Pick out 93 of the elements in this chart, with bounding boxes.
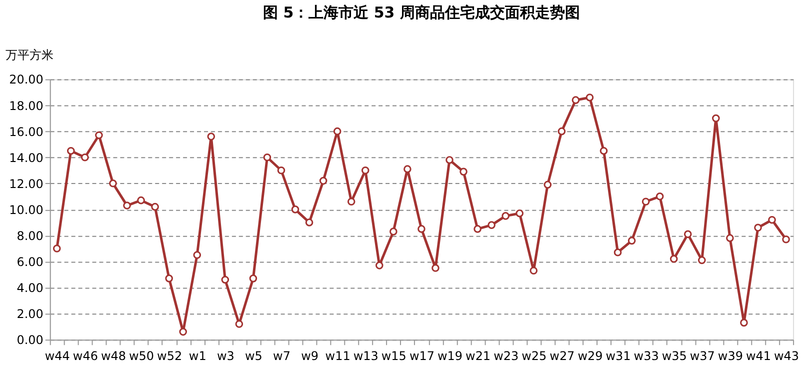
point (530, 266, 538, 275)
point (81, 153, 89, 162)
point (600, 146, 608, 155)
point (67, 146, 75, 155)
y-tick-label: 20.00 (9, 72, 44, 87)
point (193, 251, 202, 259)
chart-title: 图 5：上海市近 53 周商品住宅成交面积走势图 (263, 3, 580, 22)
point (474, 225, 482, 233)
point (52, 244, 61, 252)
x-tick-label: w31 (606, 349, 631, 364)
point (179, 328, 187, 336)
point (361, 166, 370, 174)
point (502, 212, 510, 220)
point (558, 127, 566, 136)
point (432, 264, 440, 272)
point (418, 225, 426, 233)
point (488, 221, 496, 229)
point (782, 235, 790, 244)
y-tick-label: 18.00 (9, 98, 44, 113)
x-tick-label: w52 (157, 349, 182, 364)
point (642, 198, 650, 206)
point (446, 156, 454, 164)
y-tick-label: 0.00 (16, 333, 44, 348)
point (390, 228, 398, 236)
x-tick-label: w35 (662, 349, 687, 364)
x-tick-label: w48 (100, 349, 126, 364)
x-tick-label: w23 (494, 349, 519, 364)
point (151, 202, 159, 211)
point (249, 274, 258, 282)
x-tick-label: w41 (746, 349, 771, 364)
point (460, 168, 468, 176)
x-tick-label: w19 (437, 349, 463, 364)
point (404, 165, 412, 173)
point (333, 127, 342, 136)
x-tick-label: w27 (550, 349, 575, 364)
point (684, 230, 692, 238)
point (235, 320, 244, 328)
point (768, 216, 776, 224)
point (656, 192, 664, 200)
y-tick-label: 14.00 (9, 150, 44, 165)
point (165, 274, 173, 282)
point (109, 180, 117, 188)
x-tick-label: w21 (466, 349, 491, 364)
x-tick-label: w13 (353, 349, 378, 364)
x-tick-label: w46 (72, 349, 98, 364)
x-tick-label: w39 (718, 349, 743, 364)
point (572, 96, 580, 104)
point (670, 255, 678, 263)
x-tick-label: w33 (634, 349, 659, 364)
point (516, 209, 524, 218)
point (375, 262, 384, 270)
x-tick-label: w9 (301, 349, 318, 364)
x-tick-label: w17 (409, 349, 434, 364)
y-tick-label: 10.00 (9, 202, 44, 217)
point (291, 206, 300, 214)
x-tick-label: w3 (216, 349, 234, 364)
point (263, 153, 272, 162)
x-tick-label: w5 (244, 349, 262, 364)
y-tick-label: 12.00 (9, 176, 44, 191)
point (347, 198, 356, 206)
y-tick-label: 6.00 (16, 254, 44, 269)
point (544, 180, 552, 189)
point (207, 132, 216, 140)
x-tick-label: w15 (381, 349, 406, 364)
point (628, 236, 636, 245)
x-tick-label: w25 (522, 349, 547, 364)
point (277, 166, 286, 174)
point (319, 176, 328, 185)
x-tick-label: w29 (578, 349, 603, 364)
y-tick-label: 8.00 (16, 228, 44, 243)
x-tick-label: w50 (129, 349, 154, 364)
point (95, 131, 103, 140)
y-axis-title: 万平方米 (5, 48, 54, 62)
point (712, 114, 720, 122)
point (221, 276, 230, 284)
y-tick-label: 16.00 (9, 124, 44, 139)
x-tick-label: w43 (774, 349, 800, 364)
x-tick-label: w7 (273, 349, 290, 364)
x-tick-label: w44 (44, 349, 70, 364)
point (305, 218, 314, 226)
x-tick-label: w1 (188, 349, 206, 364)
point (614, 248, 622, 256)
point (698, 256, 706, 264)
point (586, 94, 594, 102)
point (740, 318, 748, 327)
x-tick-label: w37 (690, 349, 715, 364)
point (137, 196, 145, 204)
x-tick-label: w11 (325, 349, 350, 364)
y-tick-label: 2.00 (16, 307, 44, 322)
point (754, 224, 762, 232)
point (726, 234, 734, 242)
y-tick-label: 4.00 (16, 281, 44, 296)
point (123, 202, 131, 210)
